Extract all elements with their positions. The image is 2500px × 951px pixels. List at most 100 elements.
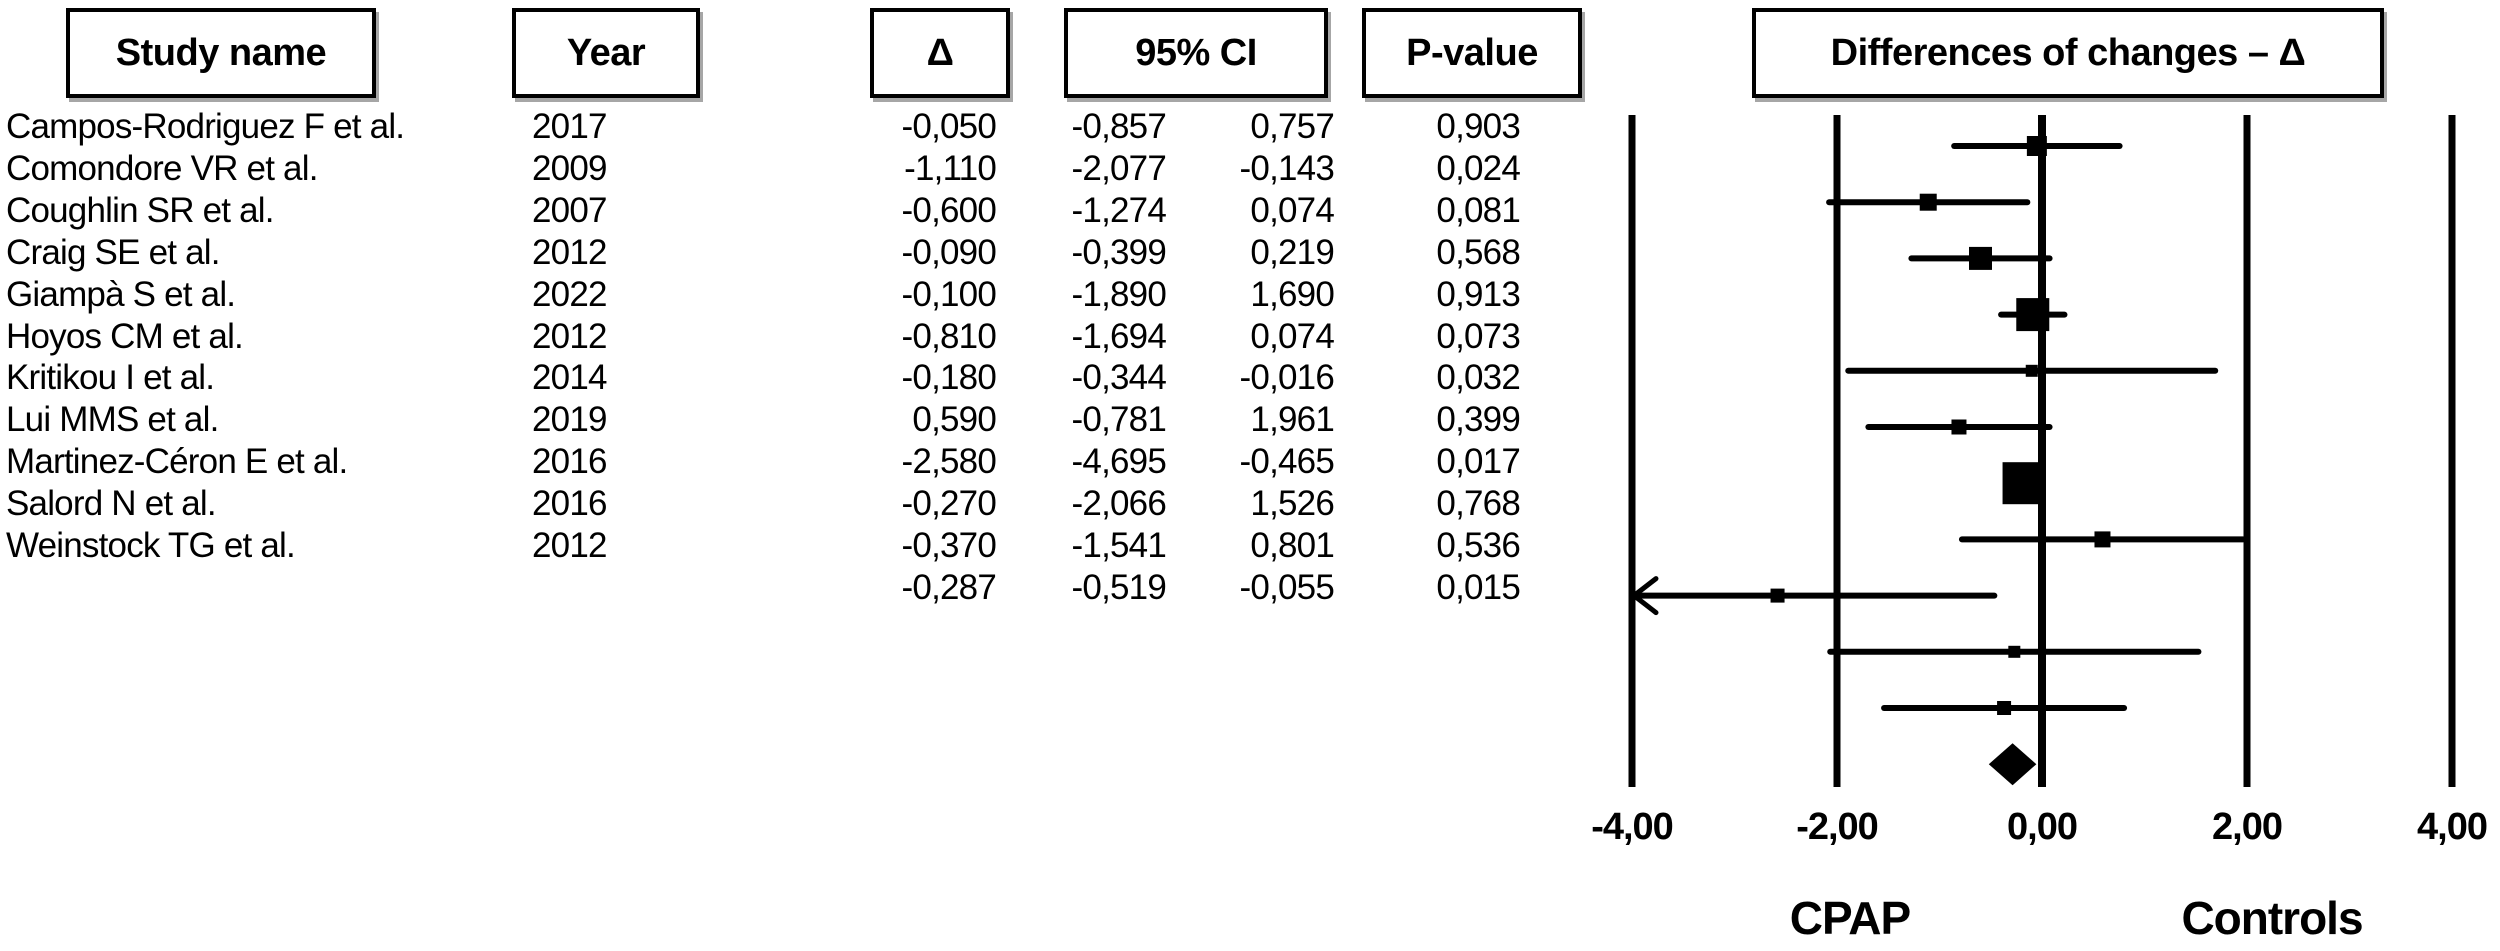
year-cell: 2017 [532,107,607,146]
plot-title: Differences of changes – Δ [1830,31,2306,74]
year-cell: 2007 [532,190,607,230]
pvalue-cell: 0,017 [1436,442,1520,482]
header-box-ci: 95% CI [1064,8,1328,98]
table-row: Giampà S et al. 2022 -0,100 -1,890 1,690 0,91… [0,274,1610,316]
table-row: Kritikou I et al. 2014 -0,180 -0,344 -0,016 0… [0,357,1610,399]
year-cell: 2009 [532,148,607,188]
header-label-year: Year [566,31,646,74]
effect-marker [1997,701,2012,715]
ci-low-cell: -0,857 [1071,107,1167,146]
axis-tick-label: -4,00 [1591,806,1674,848]
study-name-cell: Campos-Rodriguez F et al. [6,107,405,146]
pvalue-cell: 0,568 [1436,232,1520,272]
ci-low-cell: -0,344 [1071,358,1167,398]
header-label-pvalue: P-value [1406,31,1538,74]
pvalue-cell: 0,081 [1436,190,1520,230]
header-box-year: Year [512,8,700,98]
study-name-cell: Giampà S et al. [6,274,236,314]
summary-delta-cell: -0,287 [901,567,997,607]
plot-title-box: Differences of changes – Δ [1752,8,2384,98]
summary-diamond [1988,743,2037,786]
ci-low-cell: -1,541 [1071,526,1167,565]
year-cell: 2012 [532,232,607,272]
ci-low-cell: -1,694 [1071,316,1167,356]
delta-cell: -0,050 [901,107,997,146]
year-cell: 2022 [532,274,607,314]
clipped-ci-arrow-icon [1629,576,1659,616]
delta-cell: -0,100 [901,274,997,314]
header-box-pvalue: P-value [1362,8,1582,98]
year-cell: 2012 [532,316,607,356]
ci-high-cell: 0,801 [1250,526,1334,565]
axis-tick-label: 0,00 [2007,806,2078,848]
summary-ci-low-cell: -0,519 [1071,567,1167,607]
ci-high-cell: 1,961 [1250,400,1334,440]
ci-high-cell: 1,526 [1250,484,1334,524]
header-label-study-name: Study name [115,31,327,74]
study-name-cell: Lui MMS et al. [6,400,219,440]
year-cell: 2016 [532,442,607,482]
effect-marker [2016,298,2050,332]
effect-marker [1969,246,1992,270]
study-name-cell: Craig SE et al. [6,232,220,272]
pvalue-cell: 0,399 [1436,400,1520,440]
ci-low-cell: -0,781 [1071,400,1167,440]
effect-marker [1770,588,1785,603]
ci-low-cell: -1,274 [1071,190,1167,230]
delta-cell: 0,590 [912,400,996,440]
ci-high-cell: -0,465 [1239,442,1335,482]
pvalue-cell: 0,903 [1436,107,1520,146]
pvalue-cell: 0,768 [1436,484,1520,524]
ci-low-cell: -2,077 [1071,148,1167,188]
pvalue-cell: 0,032 [1436,358,1520,398]
axis-tick-label: 2,00 [2212,806,2283,848]
pvalue-cell: 0,913 [1436,274,1520,314]
year-cell: 2014 [532,358,607,398]
effect-marker [2002,462,2045,505]
ci-high-cell: 0,074 [1250,190,1334,230]
header-box-study-name: Study name [66,8,376,98]
study-name-cell: Salord N et al. [6,484,217,524]
year-cell: 2012 [532,526,607,565]
table-row: Hoyos CM et al. 2012 -0,810 -1,694 0,074 0,07… [0,316,1610,358]
ci-high-cell: -0,143 [1239,148,1335,188]
ci-high-cell: 0,219 [1250,232,1334,272]
table-row: Craig SE et al. 2012 -0,090 -0,399 0,219 0,56… [0,232,1610,274]
delta-cell: -0,180 [901,358,997,398]
table-row: Coughlin SR et al. 2007 -0,600 -1,274 0,074 0… [0,190,1610,232]
pvalue-cell: 0,073 [1436,316,1520,356]
delta-cell: -0,370 [901,526,997,565]
pvalue-cell: 0,536 [1436,526,1520,565]
header-label-ci: 95% CI [1135,31,1257,74]
year-cell: 2016 [532,484,607,524]
ci-low-cell: -1,890 [1071,274,1167,314]
controls-label: Controls [2181,892,2363,944]
study-name-cell: Comondore VR et al. [6,148,318,188]
study-name-cell: Kritikou I et al. [6,358,215,398]
axis-tick-label: -2,00 [1796,806,1879,848]
summary-row: -0,287 -0,519 -0,055 0,015 [0,567,1610,609]
study-name-cell: Weinstock TG et al. [6,526,296,565]
pvalue-cell: 0,024 [1436,148,1520,188]
delta-cell: -1,110 [904,148,997,188]
table-row: Comondore VR et al. 2009 -1,110 -2,077 -0,14… [0,148,1610,190]
delta-cell: -0,600 [901,190,997,230]
effect-marker [2026,136,2047,156]
table-row: Martinez-Céron E et al. 2016 -2,580 -4,695 -… [0,441,1610,483]
study-name-cell: Martinez-Céron E et al. [6,442,348,482]
effect-marker [1951,419,1967,435]
effect-marker [2025,364,2038,377]
effect-marker [2094,531,2111,548]
effect-marker [2008,645,2021,658]
ci-low-cell: -2,066 [1071,484,1167,524]
cpap-label: CPAP [1789,892,1911,944]
summary-pvalue-cell: 0,015 [1436,567,1520,607]
study-name-cell: Coughlin SR et al. [6,190,275,230]
axis-tick-label: 4,00 [2417,806,2488,848]
summary-ci-high-cell: -0,055 [1239,567,1335,607]
header-label-delta: Δ [926,31,954,74]
table-row: Salord N et al. 2016 -0,270 -2,066 1,526 0,76… [0,483,1610,525]
study-name-cell: Hoyos CM et al. [6,316,244,356]
